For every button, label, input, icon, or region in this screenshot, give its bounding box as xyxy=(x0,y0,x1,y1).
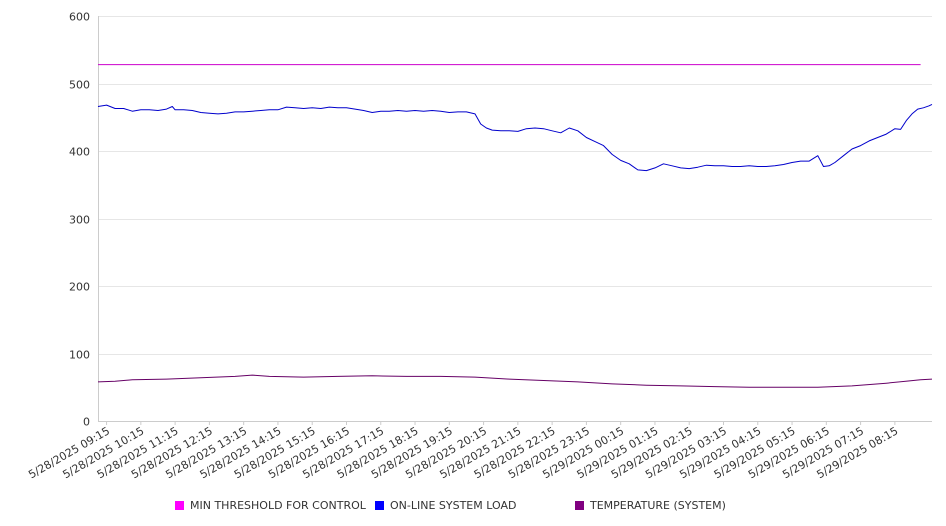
grid-layer xyxy=(98,16,932,355)
y-tick-label: 500 xyxy=(69,79,90,92)
legend-label-min-threshold: MIN THRESHOLD FOR CONTROL xyxy=(190,498,366,512)
y-tick-label: 300 xyxy=(69,214,90,227)
axis-layer xyxy=(98,16,932,425)
legend-swatch-min-threshold xyxy=(175,500,184,510)
legend-item-temperature[interactable]: TEMPERATURE (SYSTEM) xyxy=(575,497,726,513)
legend-label-system-load: ON-LINE SYSTEM LOAD xyxy=(390,498,517,512)
legend: MIN THRESHOLD FOR CONTROL ON-LINE SYSTEM… xyxy=(0,497,946,515)
legend-label-temperature: TEMPERATURE (SYSTEM) xyxy=(590,498,726,512)
y-tick-label: 100 xyxy=(69,349,90,362)
series-system-load-line xyxy=(97,103,933,172)
x-tick-labels: 5/28/2025 09:155/28/2025 10:155/28/2025 … xyxy=(26,424,900,481)
y-tick-label: 0 xyxy=(83,416,90,429)
series-temperature-line xyxy=(97,374,933,388)
legend-swatch-system-load xyxy=(375,500,384,510)
y-tick-label: 400 xyxy=(69,146,90,159)
legend-item-min-threshold[interactable]: MIN THRESHOLD FOR CONTROL xyxy=(175,497,366,513)
y-tick-label: 200 xyxy=(69,281,90,294)
legend-item-system-load[interactable]: ON-LINE SYSTEM LOAD xyxy=(375,497,516,513)
y-tick-labels: 0 100 200 300 400 500 600 xyxy=(69,11,90,429)
series-layer xyxy=(97,64,933,388)
y-tick-label: 600 xyxy=(69,11,90,24)
legend-swatch-temperature xyxy=(575,500,584,510)
